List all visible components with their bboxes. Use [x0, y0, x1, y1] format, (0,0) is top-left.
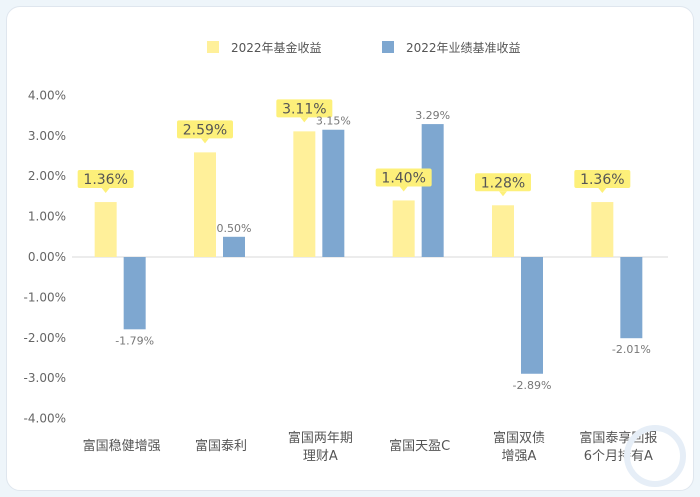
legend-swatch-2	[382, 41, 394, 53]
fund-bar	[194, 152, 216, 257]
category-label: 富国稳健增强	[83, 438, 161, 454]
fund-label-pointer	[598, 188, 607, 194]
y-tick-label: 1.00%	[28, 210, 66, 224]
category-label: 富国两年期	[288, 430, 353, 446]
benchmark-bar	[223, 236, 245, 257]
benchmark-bar	[421, 124, 444, 257]
legend-label-2: 2022年业绩基准收益	[406, 41, 521, 55]
fund-label-pointer	[499, 191, 507, 197]
fund-value-label: 2.59%	[183, 122, 227, 138]
category-label: 富国泰利	[195, 438, 247, 454]
fund-label-highlight	[375, 168, 432, 187]
benchmark-value-label: -2.01%	[612, 343, 651, 356]
y-tick-label: -4.00%	[24, 412, 66, 426]
category-label: 增强A	[502, 449, 537, 464]
fund-value-label: 3.11%	[282, 101, 326, 117]
fund-label-pointer	[201, 138, 209, 144]
benchmark-bar	[620, 257, 643, 339]
fund-bar	[591, 202, 614, 257]
benchmark-value-label: -2.89%	[513, 379, 552, 392]
y-tick-label: -2.00%	[24, 331, 66, 345]
fund-label-highlight	[77, 170, 134, 189]
fund-bar	[293, 131, 316, 257]
y-tick-label: 0.00%	[28, 250, 66, 264]
y-tick-label: -1.00%	[24, 290, 66, 304]
y-tick-label: 2.00%	[28, 169, 66, 183]
fund-value-label: 1.40%	[381, 170, 425, 186]
benchmark-bar	[123, 257, 146, 330]
category-label: 富国天盈C	[389, 438, 450, 454]
y-tick-label: 3.00%	[28, 129, 66, 143]
fund-label-pointer	[300, 117, 309, 123]
fund-bar	[492, 205, 514, 257]
watermark-logo	[624, 425, 686, 487]
category-label: 富国双债	[493, 430, 545, 446]
benchmark-bar	[521, 257, 543, 374]
fund-value-label: 1.36%	[83, 172, 127, 188]
benchmark-value-label: 3.15%	[316, 115, 351, 128]
fund-label-pointer	[399, 186, 408, 192]
legend-label-1: 2022年基金收益	[231, 40, 322, 55]
category-label: 6个月持有A	[584, 449, 653, 464]
chart-card	[6, 6, 694, 491]
fund-value-label: 1.36%	[580, 172, 624, 188]
fund-bar	[392, 200, 415, 257]
fund-label-pointer	[101, 188, 110, 194]
fund-bar	[94, 202, 117, 257]
benchmark-value-label: -1.79%	[115, 334, 154, 347]
benchmark-value-label: 3.29%	[415, 109, 450, 122]
fund-label-highlight	[574, 170, 631, 189]
legend-swatch-1	[207, 41, 219, 53]
category-label: 理财A	[303, 449, 338, 464]
fund-label-highlight	[475, 173, 531, 192]
fund-label-highlight	[177, 120, 233, 139]
benchmark-value-label: 0.50%	[217, 222, 252, 235]
y-tick-label: 4.00%	[28, 88, 66, 102]
fund-label-highlight	[276, 99, 333, 118]
fund-value-label: 1.28%	[481, 175, 525, 191]
benchmark-bar	[322, 129, 345, 257]
y-tick-label: -3.00%	[24, 371, 66, 385]
